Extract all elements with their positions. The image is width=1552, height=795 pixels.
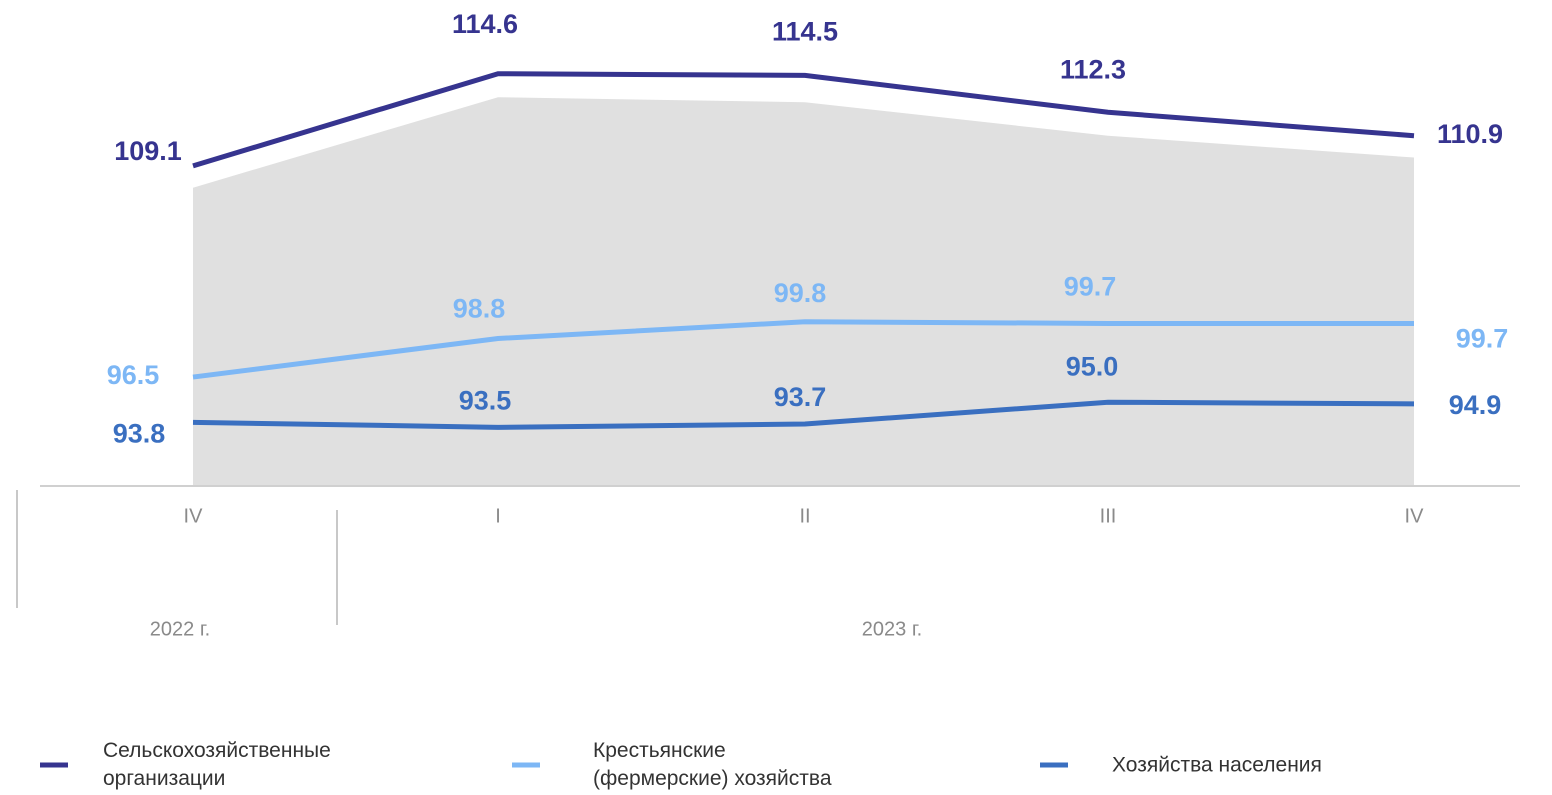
data-label: 109.1 xyxy=(114,136,182,166)
data-label: 99.7 xyxy=(1456,324,1509,354)
data-label: 94.9 xyxy=(1449,390,1502,420)
group-label: 2023 г. xyxy=(862,618,922,640)
legend-line: (фермерские) хозяйства xyxy=(593,767,832,790)
legend-label: Крестьянские (фермерские) хозяйства xyxy=(593,739,832,790)
line xyxy=(192,319,1414,380)
legend-label: Сельскохозяйственные организации xyxy=(103,739,331,790)
x-tick-label: II xyxy=(799,505,810,527)
legend-line: Крестьянские xyxy=(593,739,726,762)
legend-line: Сельскохозяйственные xyxy=(103,739,331,762)
group-label: 2022 г. xyxy=(150,618,210,640)
data-label: 112.3 xyxy=(1060,54,1126,84)
data-label: 99.8 xyxy=(774,278,827,308)
x-tick-label: III xyxy=(1100,505,1117,527)
data-label: 93.5 xyxy=(459,385,512,415)
legend-line: организации xyxy=(103,767,225,790)
data-label: 96.5 xyxy=(107,360,160,390)
data-label: 98.8 xyxy=(453,294,506,324)
data-label: 93.8 xyxy=(113,418,166,448)
data-label: 93.7 xyxy=(774,382,827,412)
x-tick-label: IV xyxy=(1405,505,1425,527)
line xyxy=(192,399,1415,430)
data-label: 110.9 xyxy=(1437,119,1503,149)
data-label: 114.5 xyxy=(772,17,838,47)
area xyxy=(193,97,1414,486)
x-tick-label: IV xyxy=(184,505,204,527)
data-label: 114.6 xyxy=(452,9,518,39)
data-label: 95.0 xyxy=(1066,351,1119,381)
data-label: 99.7 xyxy=(1064,272,1117,302)
x-tick-label: I xyxy=(495,505,501,527)
line xyxy=(192,71,1415,169)
legend-label: Хозяйства населения xyxy=(1112,754,1322,777)
